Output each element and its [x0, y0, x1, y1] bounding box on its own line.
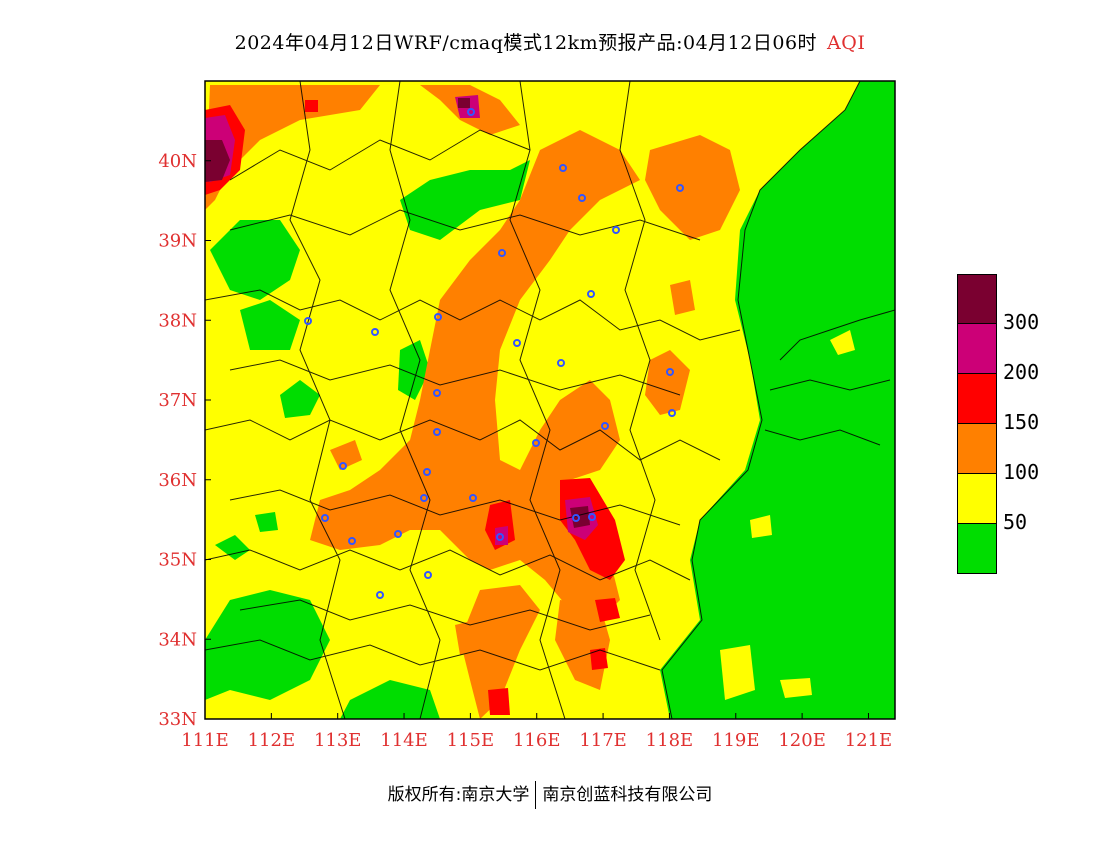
x-tick-label: 117E [579, 730, 627, 751]
station-markers [304, 108, 684, 599]
legend-swatch [957, 324, 997, 374]
y-tick-label: 34N [158, 629, 197, 650]
x-tick-label: 115E [447, 730, 495, 751]
legend-label: 50 [1003, 510, 1028, 534]
chart-title: 2024年04月12日WRF/cmaq模式12km预报产品:04月12日06时 A… [0, 28, 1100, 55]
y-tick-label: 40N [158, 151, 197, 172]
y-tick-label: 33N [158, 709, 197, 730]
y-tick-label: 37N [158, 390, 197, 411]
x-tick-label: 114E [380, 730, 428, 751]
x-tick-label: 113E [314, 730, 362, 751]
x-tick-label: 118E [646, 730, 694, 751]
footer-copyright-left: 版权所有:南京大学 [387, 785, 530, 805]
copyright-footer: 版权所有:南京大学 南京创蓝科技有限公司 [0, 780, 1100, 809]
title-main: 2024年04月12日WRF/cmaq模式12km预报产品:04月12日06时 [234, 32, 818, 54]
footer-separator [535, 781, 537, 809]
color-legend [957, 274, 997, 574]
legend-swatch [957, 424, 997, 474]
y-tick-label: 39N [158, 231, 197, 252]
x-tick-label: 116E [513, 730, 561, 751]
legend-label: 200 [1003, 360, 1040, 384]
y-tick-label: 38N [158, 310, 197, 331]
x-tick-label: 121E [845, 730, 893, 751]
y-tick-label: 36N [158, 470, 197, 491]
x-tick-label: 120E [778, 730, 826, 751]
legend-swatch [957, 274, 997, 324]
legend-label: 300 [1003, 310, 1040, 334]
x-axis: 111E 112E 113E 114E 115E 116E 117E 118E 119E 120E… [181, 713, 892, 751]
x-tick-label: 119E [712, 730, 760, 751]
legend-swatch [957, 374, 997, 424]
y-axis: 33N 34N 35N 36N 37N 38N 39N 40N [158, 151, 211, 730]
legend-label: 100 [1003, 460, 1040, 484]
x-tick-label: 111E [181, 730, 229, 751]
legend-swatch [957, 524, 997, 574]
x-tick-label: 112E [248, 730, 296, 751]
legend-label: 150 [1003, 410, 1040, 434]
map-fill-layer [205, 81, 895, 719]
footer-copyright-right: 南京创蓝科技有限公司 [542, 785, 713, 805]
title-variable: AQI [827, 32, 866, 54]
legend-swatch [957, 474, 997, 524]
y-tick-label: 35N [158, 550, 197, 571]
